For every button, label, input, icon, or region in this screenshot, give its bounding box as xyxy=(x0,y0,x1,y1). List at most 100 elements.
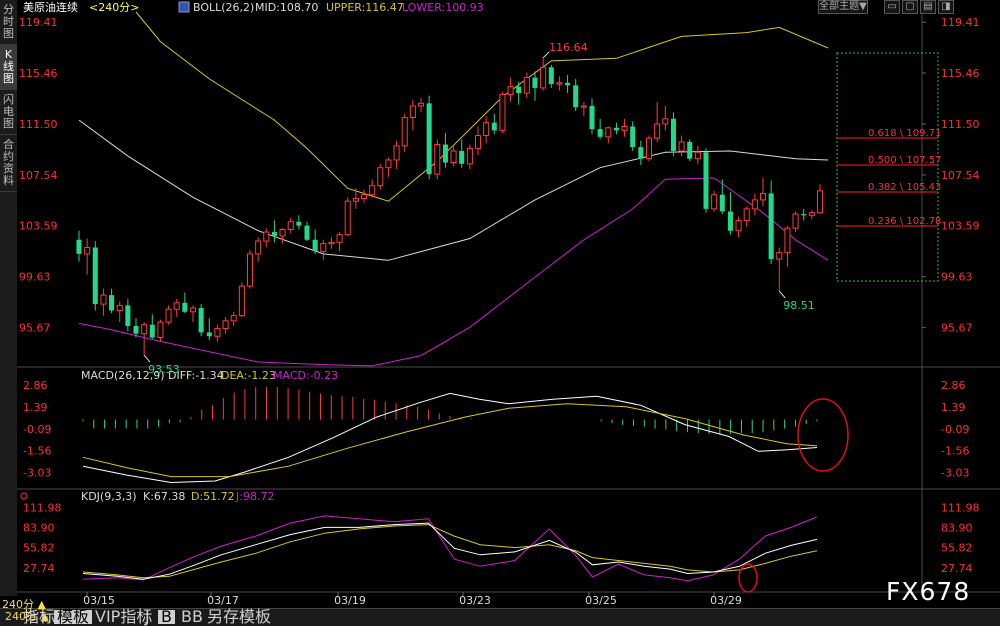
macd-diff-line xyxy=(82,392,818,484)
fib-label-0500: 0.500 \ 107.57 xyxy=(868,155,941,166)
kdj-header: KDJ(9,3,3) K:67.38 D:51.72 J:98.72 xyxy=(20,490,274,503)
candle-body xyxy=(157,321,164,339)
x-tick-label: 03/23 xyxy=(459,594,491,607)
candle-body xyxy=(426,103,432,175)
candle-body xyxy=(540,66,547,89)
kdj-settings-icon[interactable] xyxy=(20,492,28,500)
candle-body xyxy=(694,151,701,160)
candle-body xyxy=(719,194,725,212)
tab-j[interactable]: J xyxy=(145,607,150,626)
rail-tab-kline[interactable]: K线图 xyxy=(0,45,17,90)
candle-body xyxy=(76,239,82,254)
macd-diff: DIFF:-1.34 xyxy=(168,369,224,382)
theme-select[interactable]: 全部主题▼ xyxy=(818,0,868,14)
y-tick-right: 103.59 xyxy=(941,220,980,233)
candle-body xyxy=(703,152,709,209)
tab-save-template[interactable]: 另存模板 xyxy=(207,607,272,626)
kdj-d: D:51.72 xyxy=(191,490,235,503)
candle-body xyxy=(116,304,123,312)
macd-y-tick-right: 1.39 xyxy=(941,401,966,414)
candle-body xyxy=(125,305,131,326)
x-tick-label: 03/15 xyxy=(83,594,115,607)
candle-body xyxy=(409,105,416,119)
boll-lower-line xyxy=(78,177,829,367)
y-tick-right: 99.63 xyxy=(941,271,973,284)
kdj-y-tick-left: 111.98 xyxy=(23,501,62,514)
candle-body xyxy=(580,105,587,108)
candle-body xyxy=(654,123,661,139)
candle-body xyxy=(816,190,824,214)
fib-label-0236: 0.236 \ 102.78 xyxy=(868,216,941,227)
candle-body xyxy=(287,221,294,230)
close-icon[interactable]: ◨ xyxy=(938,0,954,14)
candle-body xyxy=(393,145,400,161)
minimize-icon[interactable]: ▭ xyxy=(884,0,900,14)
candle-body xyxy=(214,328,221,337)
annotation-pointer xyxy=(778,290,786,299)
tab-indicators[interactable]: 指标 xyxy=(23,607,56,626)
rail-tab-contract-info[interactable]: 合约资料 xyxy=(0,135,17,192)
candle-body xyxy=(336,234,343,243)
kdj-y-tick-right: 111.98 xyxy=(941,501,980,514)
candle-body xyxy=(645,137,653,160)
candle-body xyxy=(442,144,448,163)
period-indicator[interactable]: 240分 ▲ xyxy=(2,596,46,612)
macd-y-tick-right: -1.56 xyxy=(941,445,969,458)
candle-body xyxy=(621,126,628,131)
candle-body xyxy=(344,200,351,236)
kdj-y-tick-left: 55.82 xyxy=(23,542,55,555)
chart-area[interactable]: 美原油连续 <240分> BOLL(26,2) MID:108.70 UPPER… xyxy=(17,0,1000,608)
fibonacci-tool[interactable]: 0.618 \ 109.71 0.500 \ 107.57 0.382 \ 10… xyxy=(836,52,941,282)
rail-tab-flash[interactable]: 闪电图 xyxy=(0,90,17,135)
period-up-icon: ▲ xyxy=(37,598,46,611)
tab-b[interactable]: B xyxy=(158,609,175,625)
main-header: 美原油连续 <240分> BOLL(26,2) MID:108.70 UPPER… xyxy=(23,0,484,14)
tab-template[interactable]: 模板 xyxy=(54,609,93,625)
candle-body xyxy=(312,239,318,252)
macd-y-tick-right: -3.03 xyxy=(941,467,969,480)
x-axis: 03/15 03/17 03/19 03/23 03/25 03/29 xyxy=(83,592,742,607)
annotation-low-label: 98.51 xyxy=(783,299,815,312)
kdj-k-line xyxy=(82,522,818,580)
boll-upper: UPPER:116.47 xyxy=(326,1,404,14)
macd-y-tick-right: -0.09 xyxy=(941,423,969,436)
candle-body xyxy=(100,294,107,305)
tab-vip-indicators[interactable]: VIP指标 xyxy=(95,607,153,626)
macd-panel xyxy=(82,387,818,484)
tab-bb[interactable]: BB xyxy=(181,607,203,626)
indicator-icon[interactable] xyxy=(178,1,190,13)
boll-name: BOLL(26,2) xyxy=(193,1,254,14)
candle-body xyxy=(238,285,245,317)
restore-icon[interactable]: ▢ xyxy=(902,0,918,14)
macd-dea: DEA:-1.23 xyxy=(221,369,276,382)
candle-body xyxy=(401,117,408,147)
candle-body xyxy=(727,211,733,231)
candle-body xyxy=(434,144,441,175)
y-tick-right: 111.50 xyxy=(941,118,980,131)
candle-body xyxy=(776,252,783,260)
left-rail: 分时图 K线图 闪电图 合约资料 xyxy=(0,0,18,608)
panel-icon[interactable]: ▤ xyxy=(920,0,936,14)
y-tick-left: 115.46 xyxy=(19,67,58,80)
candle-body xyxy=(768,193,774,260)
macd-y-tick-left: -0.09 xyxy=(23,423,51,436)
annotation-low-label: 93.53 xyxy=(148,363,180,376)
kdj-y-tick-left: 83.90 xyxy=(23,522,55,535)
candle-body xyxy=(352,198,359,202)
kdj-y-axis: 111.98 111.98 83.90 83.90 55.82 55.82 27.74 27.… xyxy=(23,501,980,575)
y-tick-left: 95.67 xyxy=(19,322,51,335)
candle-body xyxy=(182,302,188,312)
fib-box[interactable] xyxy=(836,52,939,282)
bottom-toolbar: 240分 ▲ xyxy=(0,608,1000,626)
macd-dea-line xyxy=(82,403,818,478)
period-button[interactable]: 240分 ▲ xyxy=(2,610,52,624)
candle-body xyxy=(92,247,98,305)
candle-body xyxy=(230,315,237,322)
rail-tab-timeshare[interactable]: 分时图 xyxy=(0,0,17,45)
theme-select-label: 全部主题 xyxy=(819,1,860,12)
candle-body xyxy=(573,85,579,108)
period-strip xyxy=(0,596,70,608)
candle-body xyxy=(360,194,368,200)
fib-label-0618: 0.618 \ 109.71 xyxy=(868,128,941,139)
candle-body xyxy=(491,122,497,131)
